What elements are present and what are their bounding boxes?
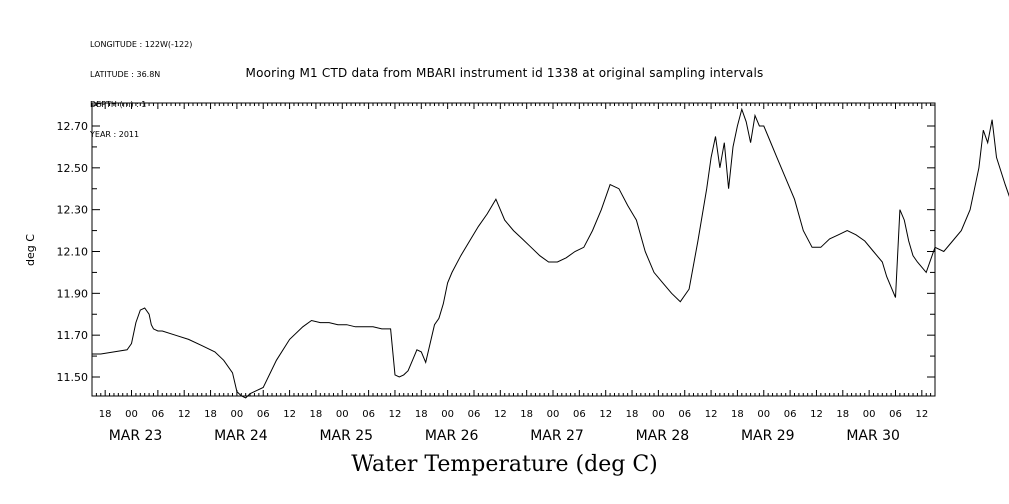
y-axis-label: deg C [24, 234, 37, 266]
y-tick-label: 11.50 [57, 371, 89, 384]
x-hour-label: 18 [310, 409, 323, 420]
plot-frame [91, 102, 936, 397]
x-day-label: MAR 28 [636, 428, 690, 444]
x-hour-label: 00 [336, 409, 349, 420]
x-hour-label: 12 [915, 409, 928, 420]
x-hour-label: 18 [520, 409, 533, 420]
x-hour-label: 12 [178, 409, 191, 420]
x-hour-label: 18 [415, 409, 428, 420]
series-line [92, 107, 1009, 399]
x-hour-label: 12 [599, 409, 612, 420]
x-hour-label: 06 [784, 409, 797, 420]
chart-title: Mooring M1 CTD data from MBARI instrumen… [245, 66, 764, 80]
x-hour-label: 12 [389, 409, 402, 420]
x-day-label: MAR 30 [846, 428, 900, 444]
x-hour-label: 06 [678, 409, 691, 420]
x-hour-label: 18 [836, 409, 849, 420]
x-day-label: MAR 25 [319, 428, 373, 444]
x-hour-label: 18 [626, 409, 639, 420]
y-tick-label: 11.90 [57, 287, 89, 300]
x-hour-label: 12 [810, 409, 823, 420]
x-hour-label: 00 [441, 409, 454, 420]
y-tick-label: 12.50 [57, 162, 89, 175]
x-hour-label: 06 [573, 409, 586, 420]
x-hour-label: 12 [705, 409, 718, 420]
y-tick-label: 12.30 [57, 204, 89, 217]
depth-label: DEPTH (m) : 1 [90, 100, 147, 109]
y-tick-label: 11.70 [57, 329, 89, 342]
x-hour-label: 06 [468, 409, 481, 420]
latitude-label: LATITUDE : 36.8N [90, 70, 161, 79]
x-hour-label: 06 [151, 409, 164, 420]
x-hour-label: 18 [204, 409, 217, 420]
x-tick-labels: 18 00 06 12 18 00 06 12 18 00 06 12 18 00 06 12 18 00 06 12… [99, 409, 928, 444]
x-hour-label: 00 [757, 409, 770, 420]
x-day-label: MAR 23 [109, 428, 163, 444]
x-day-label: MAR 26 [425, 428, 479, 444]
y-tick-label: 12.70 [57, 120, 89, 133]
x-hour-label: 12 [494, 409, 507, 420]
year-label: YEAR : 2011 [90, 130, 140, 139]
water-temperature-line [92, 107, 1009, 399]
y-tick-label: 12.10 [57, 246, 89, 259]
metadata-block: LONGITUDE : 122W(-122) LATITUDE : 36.8N … [90, 20, 192, 150]
x-hour-label: 18 [731, 409, 744, 420]
longitude-label: LONGITUDE : 122W(-122) [90, 40, 193, 49]
x-axis-label: Water Temperature (deg C) [351, 452, 658, 477]
x-hour-label: 06 [257, 409, 270, 420]
x-day-label: MAR 29 [741, 428, 795, 444]
x-hour-label: 00 [652, 409, 665, 420]
x-hour-label: 12 [283, 409, 296, 420]
x-hour-label: 00 [231, 409, 244, 420]
x-hour-label: 00 [547, 409, 560, 420]
tick-marks [91, 103, 936, 396]
x-hour-label: 00 [125, 409, 138, 420]
x-hour-label: 18 [99, 409, 112, 420]
x-day-label: MAR 27 [530, 428, 584, 444]
x-day-label: MAR 24 [214, 428, 268, 444]
x-hour-label: 06 [889, 409, 902, 420]
x-hour-label: 00 [863, 409, 876, 420]
y-tick-labels: 11.50 11.70 11.90 12.10 12.30 12.50 12.70 [57, 120, 89, 384]
x-hour-label: 06 [362, 409, 375, 420]
